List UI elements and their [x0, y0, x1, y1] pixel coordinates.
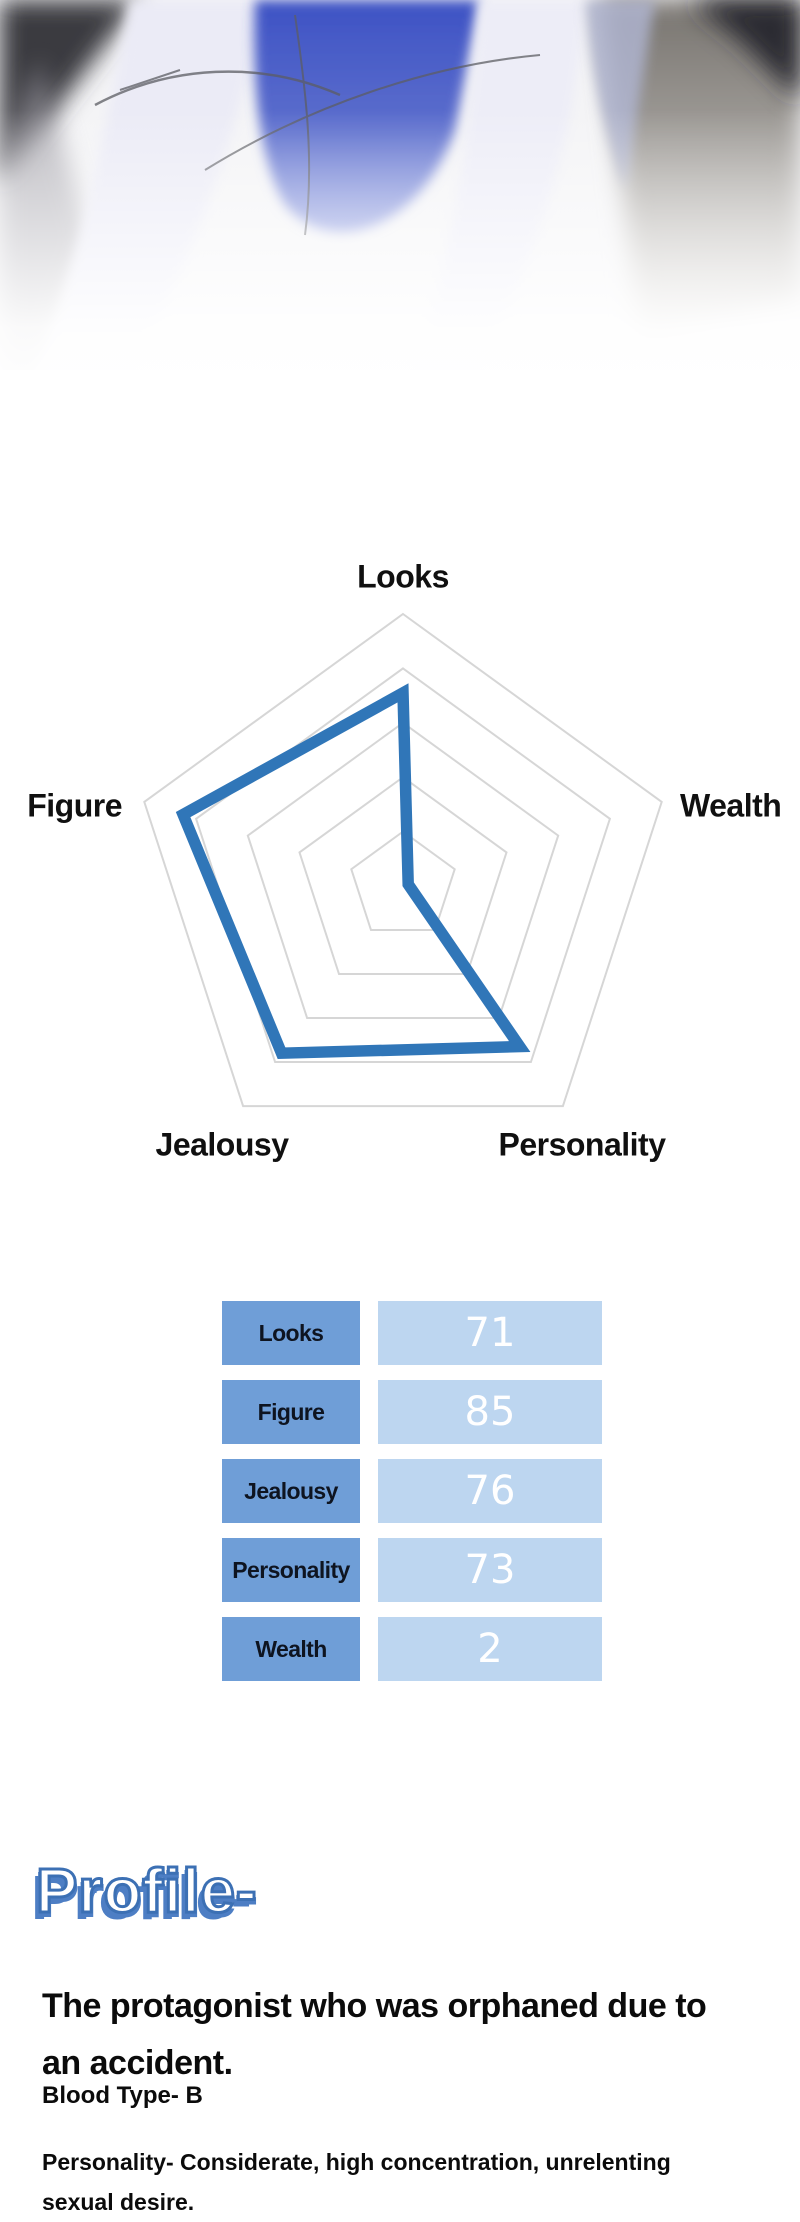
bio-line-1: The protagonist who was orphaned due to	[42, 1987, 707, 2025]
radar-chart	[143, 612, 663, 1108]
radar-axis-label-wealth: Wealth	[680, 787, 782, 824]
radar-axis-label-looks: Looks	[357, 558, 449, 595]
blood-type-text: Blood Type- B	[42, 2082, 203, 2109]
table-row: Jealousy 76	[222, 1459, 602, 1523]
character-illustration	[0, 0, 800, 400]
stat-value: 71	[378, 1301, 602, 1365]
stat-label: Wealth	[222, 1617, 360, 1681]
personality-text: Personality- Considerate, high concentra…	[42, 2142, 671, 2222]
bio-text: The protagonist who was orphaned due to …	[42, 1978, 707, 2092]
table-row: Figure 85	[222, 1380, 602, 1444]
radar-axis-label-jealousy: Jealousy	[155, 1126, 289, 1163]
personality-line-2: sexual desire.	[42, 2189, 195, 2215]
profile-heading: Profile-	[35, 1856, 259, 1928]
radar-series	[175, 683, 531, 1060]
bio-line-2: an accident.	[42, 2044, 233, 2082]
table-row: Personality 73	[222, 1538, 602, 1602]
stat-value: 73	[378, 1538, 602, 1602]
stat-label: Figure	[222, 1380, 360, 1444]
personality-line-1: Personality- Considerate, high concentra…	[42, 2149, 671, 2175]
table-row: Looks 71	[222, 1301, 602, 1365]
radar-axis-label-figure: Figure	[27, 787, 122, 824]
stat-label: Looks	[222, 1301, 360, 1365]
stat-label: Jealousy	[222, 1459, 360, 1523]
table-row: Wealth 2	[222, 1617, 602, 1681]
stats-table: Looks 71 Figure 85 Jealousy 76 Personali…	[222, 1301, 602, 1681]
stat-value: 85	[378, 1380, 602, 1444]
stat-label: Personality	[222, 1538, 360, 1602]
stat-value: 2	[378, 1617, 602, 1681]
stat-value: 76	[378, 1459, 602, 1523]
radar-axis-label-personality: Personality	[498, 1126, 666, 1163]
